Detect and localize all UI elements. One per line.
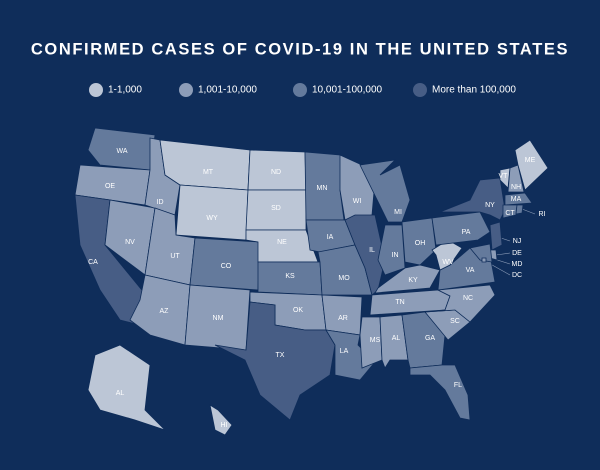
- state-label: AL: [392, 335, 401, 342]
- state-label: MN: [317, 185, 328, 192]
- state-label: MA: [511, 196, 522, 203]
- state-label: UT: [170, 253, 180, 260]
- map-title: CONFIRMED CASES OF COVID-19 IN THE UNITE…: [31, 40, 569, 58]
- state: [514, 139, 549, 191]
- state-label: IN: [392, 252, 399, 259]
- state: [424, 284, 496, 323]
- state: [359, 316, 383, 369]
- state-label: NC: [463, 295, 473, 302]
- legend-label: 1-1,000: [108, 85, 142, 96]
- state-label: IL: [369, 247, 375, 254]
- state-label: MO: [338, 275, 350, 282]
- state-label: SD: [271, 205, 281, 212]
- state: [87, 127, 156, 171]
- legend-label: 1,001-10,000: [198, 85, 257, 96]
- state-label: CO: [221, 263, 232, 270]
- state-label: WI: [353, 198, 362, 205]
- state-label: OK: [293, 307, 303, 314]
- state-label: LA: [340, 348, 349, 355]
- state-label: PA: [462, 229, 471, 236]
- state-label: VA: [466, 267, 475, 274]
- state-label: NJ: [513, 238, 522, 245]
- leader-line: [521, 208, 536, 215]
- state: [502, 204, 518, 219]
- state: [489, 221, 503, 251]
- state-label: MT: [203, 169, 214, 176]
- state-label: WV: [442, 259, 454, 266]
- state-label: AZ: [160, 308, 170, 315]
- state-label: HI: [221, 422, 228, 429]
- state-label: NM: [213, 315, 224, 322]
- state: [359, 159, 411, 223]
- state-label: WA: [116, 148, 127, 155]
- state-label: AL: [116, 390, 125, 397]
- state-label: ME: [525, 157, 536, 164]
- legend-swatch: [293, 83, 307, 97]
- state-label: KY: [408, 277, 418, 284]
- state-label: VT: [499, 173, 509, 180]
- state-label: MS: [370, 337, 381, 344]
- state-label: FL: [454, 382, 462, 389]
- state: [507, 164, 525, 193]
- state-label: NY: [485, 202, 495, 209]
- state-label: NH: [511, 184, 521, 191]
- state-label: CA: [88, 259, 98, 266]
- state-label: WY: [206, 215, 218, 222]
- state-label: DC: [512, 272, 522, 279]
- legend-swatch: [413, 83, 427, 97]
- state-label: GA: [425, 335, 435, 342]
- state-label: MD: [512, 261, 523, 268]
- state-label: MI: [394, 209, 402, 216]
- legend-label: More than 100,000: [432, 85, 516, 96]
- state: [469, 243, 493, 263]
- state-label: OE: [105, 183, 115, 190]
- state: [504, 192, 533, 206]
- state-label: KS: [285, 273, 295, 280]
- state-label: SC: [450, 318, 460, 325]
- state: [401, 217, 437, 266]
- state: [87, 344, 166, 431]
- state-label: ND: [271, 169, 281, 176]
- state: [209, 404, 233, 436]
- state: [431, 211, 491, 246]
- legend-swatch: [89, 83, 103, 97]
- state: [377, 224, 406, 276]
- state-label: OH: [415, 240, 426, 247]
- state-label: IA: [327, 234, 334, 241]
- state-label: TX: [276, 352, 285, 359]
- legend-label: 10,001-100,000: [312, 85, 383, 96]
- state: [214, 301, 336, 421]
- state-label: ID: [157, 199, 164, 206]
- state: [481, 257, 487, 263]
- state: [515, 204, 524, 215]
- state: [409, 364, 471, 421]
- state-label: RI: [539, 211, 546, 218]
- state-label: TN: [395, 299, 404, 306]
- state-label: NV: [125, 239, 135, 246]
- state-label: CT: [505, 210, 515, 217]
- leader-line: [495, 252, 511, 256]
- state-label: AR: [338, 315, 348, 322]
- state-label: NE: [277, 239, 287, 246]
- state: [175, 184, 249, 241]
- state-label: DE: [512, 250, 522, 257]
- legend-swatch: [179, 83, 193, 97]
